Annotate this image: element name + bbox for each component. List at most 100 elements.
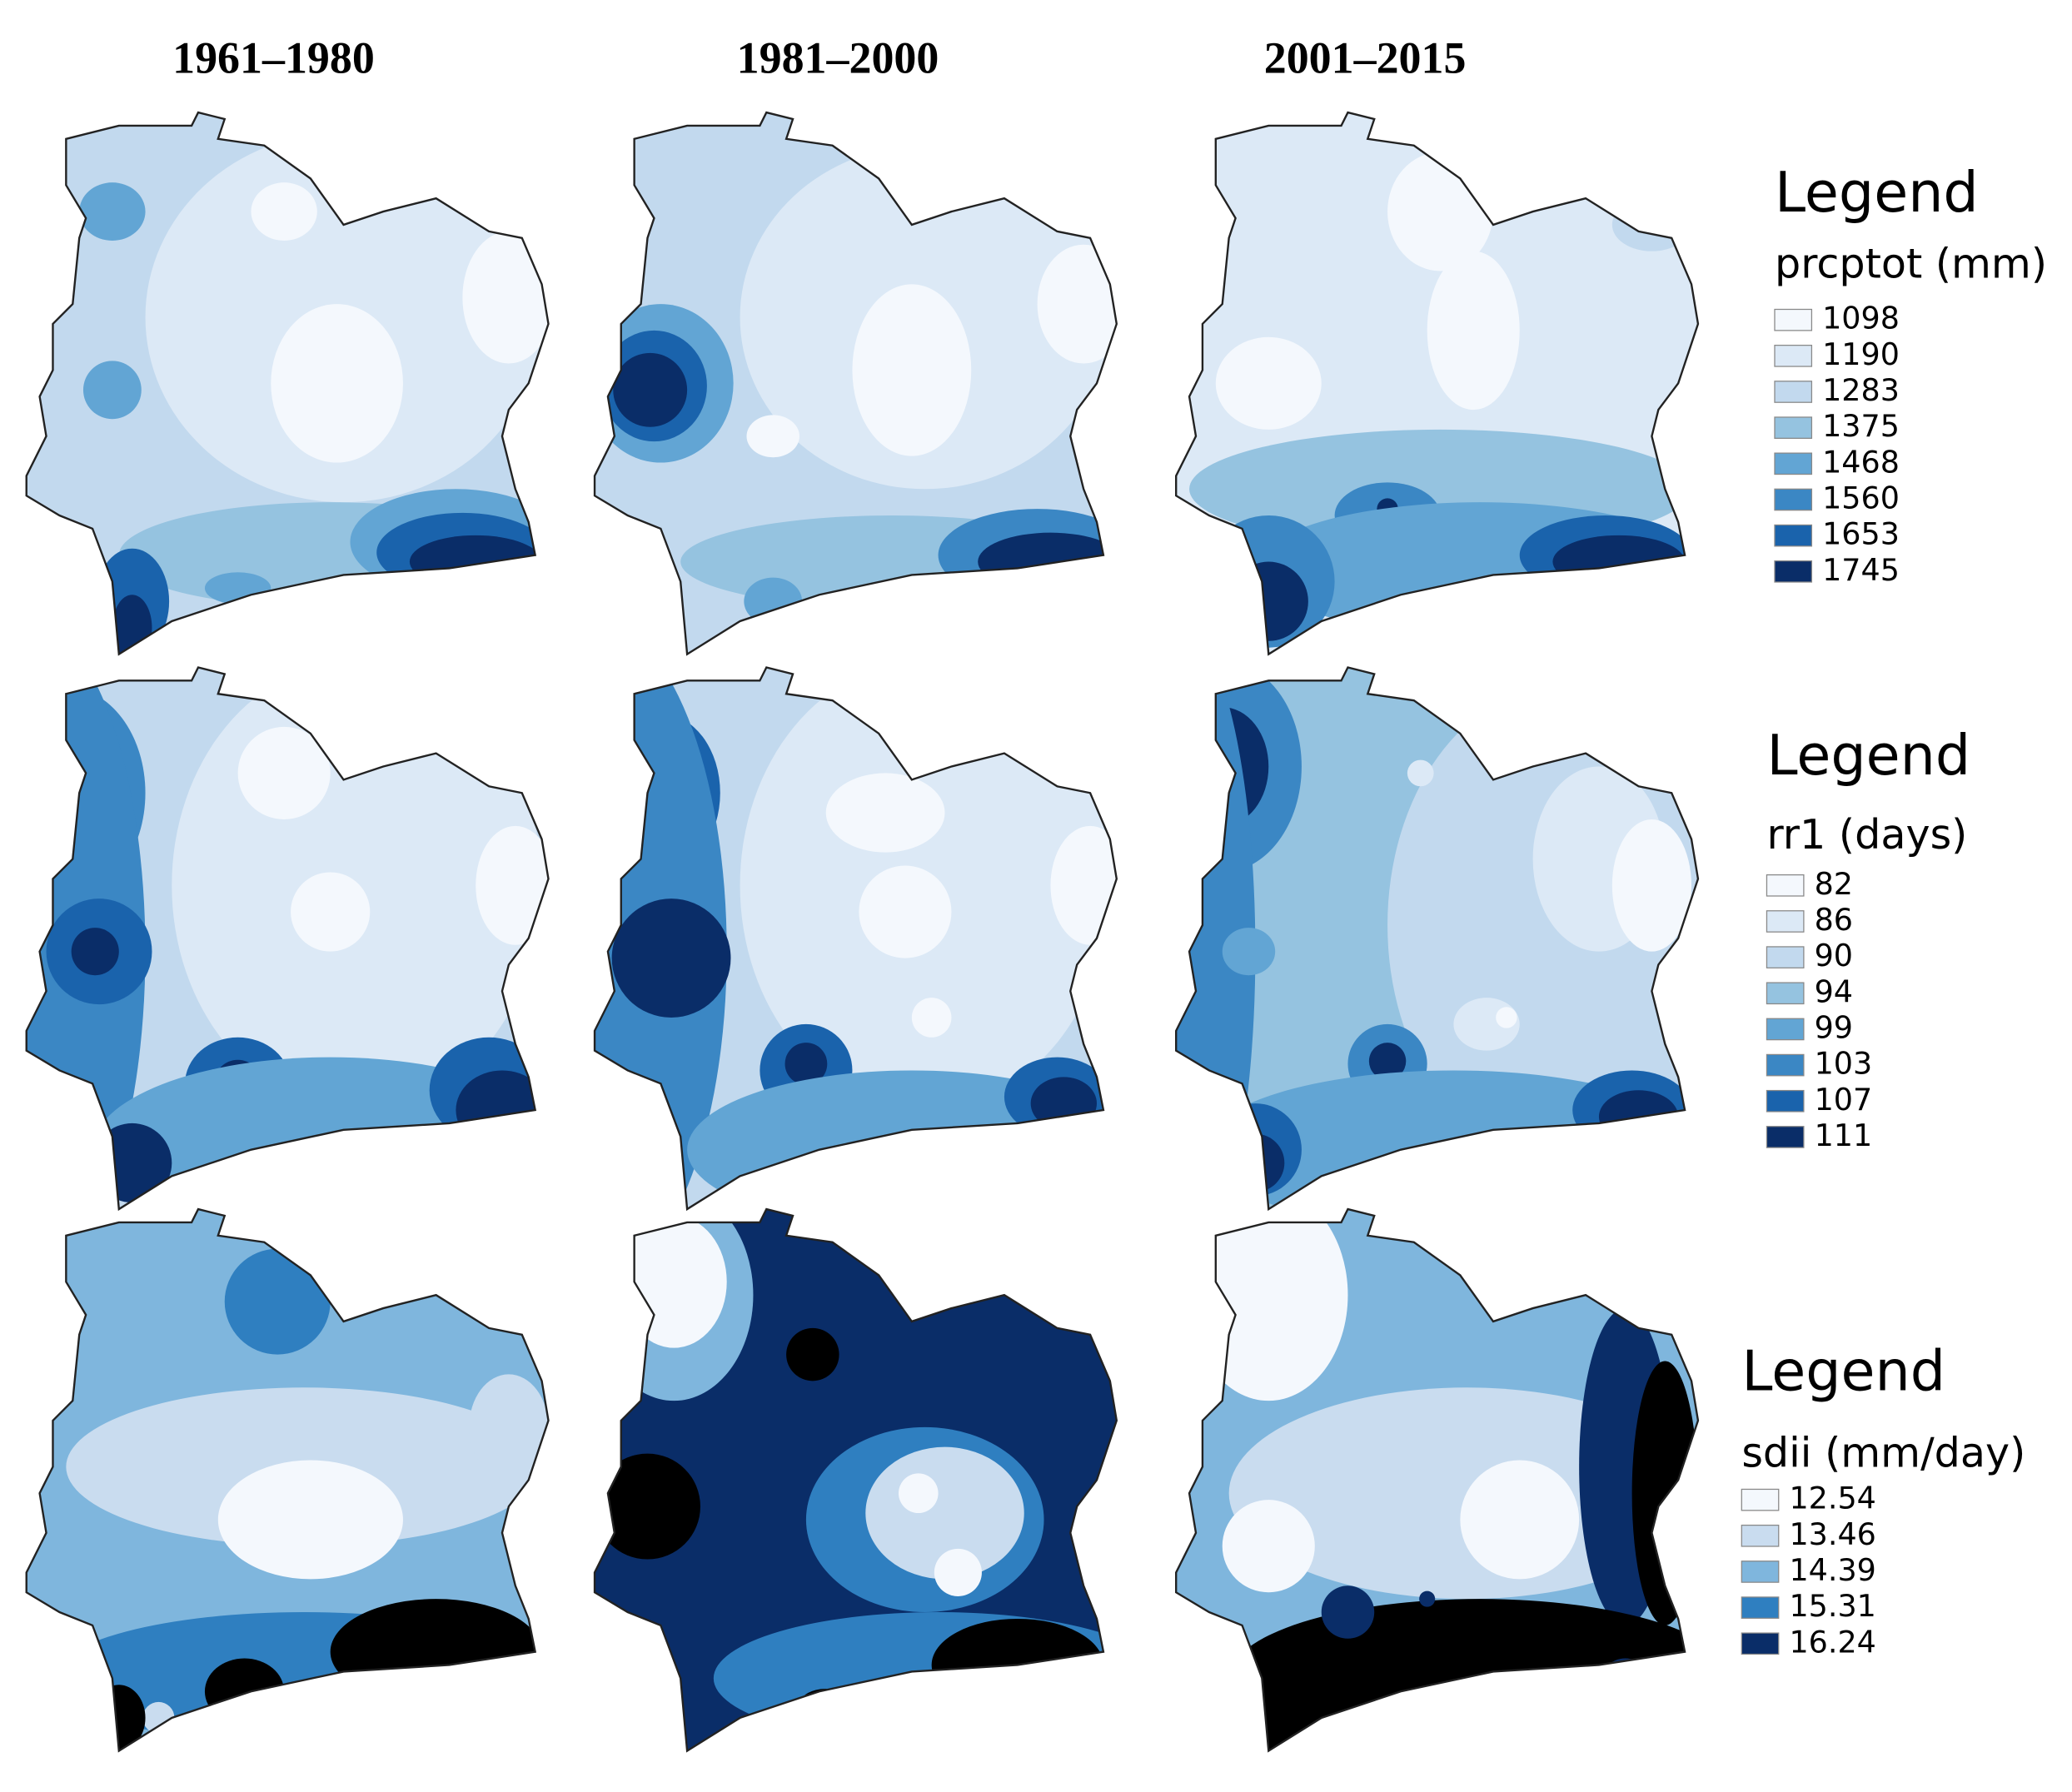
legend-title: rr1 (days): [1766, 810, 1967, 859]
column-title: 2001–2015: [1264, 32, 1467, 82]
column-title: 1981–2000: [737, 32, 939, 82]
country-outline: [593, 1207, 1118, 1753]
country-outline: [25, 1207, 550, 1753]
contour-zone: [934, 1548, 982, 1596]
contour-zone: [1407, 759, 1434, 787]
country-outline: [593, 111, 1118, 656]
legend-heading: Legend: [1775, 160, 1979, 225]
legend-label: 1560: [1822, 480, 1900, 515]
contour-zone: [1228, 561, 1308, 641]
contour-zone: [852, 284, 972, 456]
contour-zone: [1552, 535, 1686, 589]
contour-zone: [1598, 1658, 1652, 1712]
contour-zone: [958, 1645, 1091, 1712]
legend-label: 1375: [1822, 408, 1900, 444]
legend-label: 1745: [1822, 552, 1900, 588]
contour-zone: [1222, 928, 1276, 976]
legend-swatch: [1741, 1596, 1780, 1619]
contour-zone: [71, 928, 119, 976]
legend-swatch: [1774, 308, 1813, 331]
map-fill: [1176, 1209, 1698, 1751]
contour-zone: [611, 898, 731, 1018]
contour-zone: [1215, 1651, 1454, 1751]
legend-swatch: [1774, 345, 1813, 367]
contour-zone: [859, 865, 952, 958]
contour-zone: [409, 535, 542, 589]
contour-zone: [786, 1327, 839, 1381]
contour-zone: [746, 415, 799, 458]
legend-label: 94: [1815, 973, 1853, 1009]
country-outline: [25, 111, 550, 656]
legend-swatch: [1741, 1561, 1780, 1583]
legend-title: prcptot (mm): [1775, 239, 2047, 287]
legend-swatch: [1741, 1488, 1780, 1511]
legend-label: 1098: [1822, 301, 1900, 336]
contour-zone: [744, 577, 803, 625]
legend-swatch: [1774, 416, 1813, 439]
contour-zone: [799, 1689, 853, 1721]
legend-swatch: [1741, 1632, 1780, 1655]
contour-zone: [1460, 1460, 1580, 1580]
contour-zone: [217, 1678, 271, 1718]
contour-zone: [469, 1374, 549, 1481]
legend-label: 16.24: [1789, 1624, 1875, 1660]
contour-zone: [898, 1473, 939, 1514]
legend-label: 14.39: [1789, 1552, 1875, 1588]
legend-label: 1190: [1822, 336, 1900, 372]
legend-swatch: [1774, 452, 1813, 475]
contour-zone: [620, 1480, 675, 1533]
contour-zone: [92, 1122, 172, 1203]
contour-zone: [462, 231, 549, 364]
contour-zone: [1037, 244, 1117, 364]
map-panel: [25, 111, 550, 656]
contour-zone: [217, 1460, 403, 1580]
map-fill: [1176, 667, 1698, 1210]
contour-zone: [1467, 1645, 1599, 1712]
contour-zone: [291, 872, 371, 952]
contour-zone: [784, 1043, 828, 1085]
legend-label: 90: [1815, 938, 1853, 973]
legend-swatch: [1766, 1126, 1805, 1148]
country-outline: [593, 666, 1118, 1212]
contour-zone: [1496, 1007, 1517, 1028]
map-panel: [1175, 666, 1700, 1212]
legend-heading: Legend: [1741, 1338, 1945, 1403]
contour-zone: [1321, 1585, 1375, 1639]
contour-zone: [911, 998, 952, 1038]
legend-label: 1468: [1822, 444, 1900, 480]
legend-swatch: [1766, 874, 1805, 897]
legend-label: 99: [1815, 1009, 1853, 1045]
map-fill: [1176, 112, 1698, 655]
contour-zone: [1050, 825, 1117, 945]
country-outline: [1175, 111, 1700, 656]
contour-zone: [1427, 251, 1520, 411]
contour-zone: [1419, 1590, 1436, 1607]
contour-zone: [825, 773, 945, 853]
legend-label: 1283: [1822, 372, 1900, 408]
contour-zone: [142, 1701, 175, 1734]
legend-swatch: [1774, 560, 1813, 583]
column-title: 1961–1980: [172, 32, 375, 82]
contour-zone: [1611, 198, 1692, 251]
contour-zone: [1189, 1209, 1348, 1401]
map-fill: [26, 1209, 549, 1751]
map-panel: [25, 666, 550, 1212]
map-fill: [26, 112, 549, 655]
contour-zone: [79, 182, 146, 241]
legend-swatch: [1741, 1524, 1780, 1547]
legend-label: 13.46: [1789, 1516, 1875, 1552]
legend-swatch: [1774, 488, 1813, 511]
map-panel: [25, 1207, 550, 1753]
contour-zone: [613, 352, 688, 427]
legend-swatch: [1766, 1089, 1805, 1113]
contour-zone: [713, 1612, 1117, 1745]
legend-swatch: [1774, 524, 1813, 547]
country-outline: [1175, 1207, 1700, 1753]
legend-swatch: [1766, 910, 1805, 933]
map-panel: [1175, 1207, 1700, 1753]
contour-zone: [1368, 1043, 1407, 1080]
contour-zone: [237, 726, 331, 819]
contour-zone: [82, 361, 142, 420]
country-outline: [25, 666, 550, 1212]
